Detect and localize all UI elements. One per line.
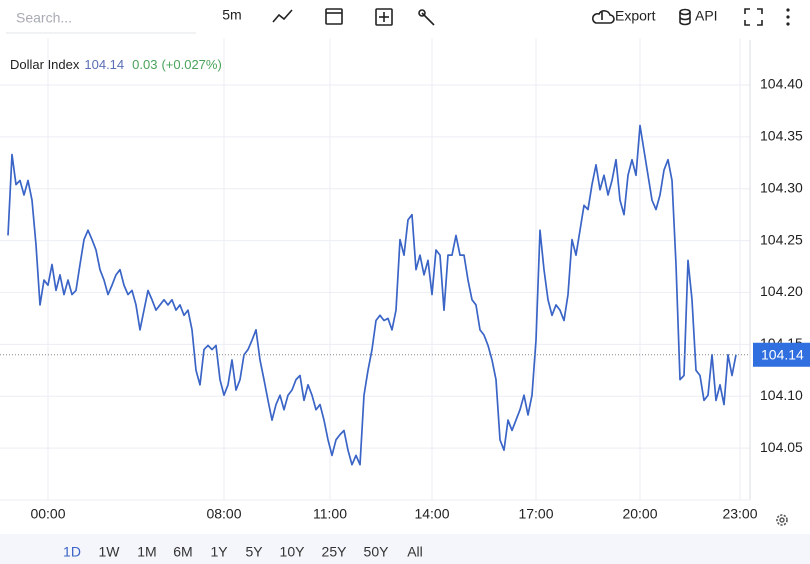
gear-icon[interactable] xyxy=(776,514,788,526)
x-tick-label: 08:00 xyxy=(206,506,241,522)
api-button[interactable]: API xyxy=(679,8,718,26)
price-line xyxy=(7,124,737,466)
calendar-icon[interactable] xyxy=(325,8,343,25)
price-change-pct: (+0.027%) xyxy=(161,57,221,72)
y-tick-label: 104.40 xyxy=(760,76,803,92)
plot: 104.05104.10104.15104.20104.25104.30104.… xyxy=(0,38,803,500)
range-button[interactable]: 6M xyxy=(173,544,192,560)
search-input[interactable]: Search... xyxy=(16,10,72,26)
range-button[interactable]: 1M xyxy=(137,544,156,560)
export-button[interactable]: Export xyxy=(592,8,656,24)
y-tick-label: 104.25 xyxy=(760,231,803,247)
last-price-label: 104.14 xyxy=(761,346,804,362)
range-buttons: 1D 1W 1M 6M 1Y 5Y 10Y 25Y 50Y All xyxy=(63,544,423,560)
settings-tool-icon[interactable] xyxy=(418,9,435,26)
toolbar: Search... 5m Export API xyxy=(6,7,790,34)
x-tick-labels: 00:00 08:00 11:00 14:00 17:00 20:00 23:00 xyxy=(30,506,757,522)
last-price-box xyxy=(753,342,810,367)
x-tick-label: 17:00 xyxy=(518,506,553,522)
x-tick-label: 00:00 xyxy=(30,506,65,522)
range-button[interactable]: 10Y xyxy=(280,544,306,560)
x-tick-label: 11:00 xyxy=(313,506,347,522)
chart-type-icon[interactable] xyxy=(272,9,293,23)
range-button[interactable]: 50Y xyxy=(364,544,390,560)
fullscreen-icon[interactable] xyxy=(744,8,763,26)
range-button[interactable]: 1Y xyxy=(210,544,228,560)
instrument-name: Dollar Index xyxy=(10,57,80,72)
y-tick-label: 104.05 xyxy=(760,439,803,455)
range-button[interactable]: 5Y xyxy=(245,544,263,560)
add-indicator-icon[interactable] xyxy=(375,8,393,26)
range-button[interactable]: All xyxy=(407,544,423,560)
export-label[interactable]: Export xyxy=(615,8,656,24)
y-tick-label: 104.20 xyxy=(760,283,803,299)
price-change: 0.03 xyxy=(132,57,157,72)
range-button[interactable]: 25Y xyxy=(322,544,348,560)
x-tick-label: 20:00 xyxy=(622,506,657,522)
y-tick-label: 104.30 xyxy=(760,179,803,195)
range-button[interactable]: 1W xyxy=(99,544,121,560)
interval-button[interactable]: 5m xyxy=(222,7,241,23)
y-tick-label: 104.35 xyxy=(760,128,803,144)
y-tick-label: 104.10 xyxy=(760,387,803,403)
more-icon[interactable] xyxy=(786,8,790,26)
range-bar xyxy=(0,534,810,564)
range-button[interactable]: 1D xyxy=(63,544,81,560)
x-tick-label: 14:00 xyxy=(414,506,449,522)
header: Dollar Index 104.14 0.03 (+0.027%) xyxy=(10,57,222,72)
x-tick-label: 23:00 xyxy=(722,506,757,522)
last-price: 104.14 xyxy=(84,57,124,72)
api-label[interactable]: API xyxy=(695,8,718,24)
